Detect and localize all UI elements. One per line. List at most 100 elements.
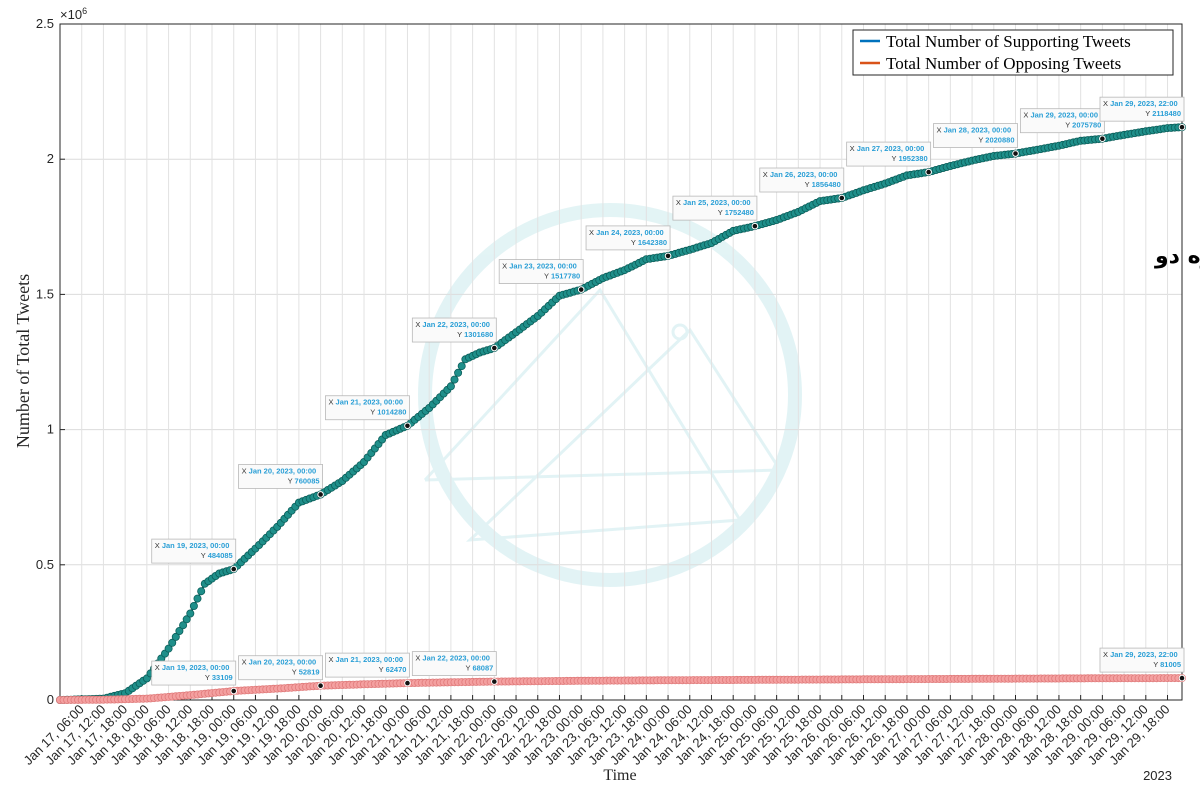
legend-entry-supporting: Total Number of Supporting Tweets xyxy=(886,32,1131,51)
datatip-marker xyxy=(404,422,411,430)
datatip-y-label: Y 1752480 xyxy=(718,208,754,217)
datatip-marker xyxy=(664,252,672,260)
datatip-marker xyxy=(1178,123,1186,131)
datatip-box xyxy=(672,195,758,221)
watermark-logo xyxy=(418,203,802,587)
y-exponent-label: ×106 xyxy=(60,6,87,22)
datatip-marker xyxy=(317,491,324,498)
datatip: X Jan 27, 2023, 00:00Y 1952380 xyxy=(846,141,932,176)
datatip-x-label: X Jan 19, 2023, 00:00 xyxy=(155,541,230,550)
series-point xyxy=(168,638,177,647)
datatip-box xyxy=(151,538,237,564)
datatip: X Jan 20, 2023, 00:00Y 760085 xyxy=(238,464,324,498)
datatip-marker xyxy=(404,679,411,687)
datatip: X Jan 22, 2023, 00:00Y 68087 xyxy=(411,651,498,685)
datatip-marker xyxy=(491,678,498,685)
series-point xyxy=(454,368,463,377)
datatip-box xyxy=(585,225,671,251)
series-point xyxy=(450,375,459,384)
series-point xyxy=(457,362,466,371)
datatip-box xyxy=(411,651,497,676)
datatip-box xyxy=(325,652,410,678)
datatip-y-label: Y 1856480 xyxy=(805,180,841,189)
datatip: X Jan 19, 2023, 00:00Y 33109 xyxy=(151,660,238,695)
series-point xyxy=(175,627,184,636)
datatip-marker xyxy=(838,194,846,202)
datatip-x-label: X Jan 21, 2023, 00:00 xyxy=(328,655,403,664)
datatip-y-label: Y 1517780 xyxy=(544,272,580,281)
datatip-x-label: X Jan 29, 2023, 22:00 xyxy=(1103,99,1178,108)
datatip-x-label: X Jan 20, 2023, 00:00 xyxy=(242,658,317,667)
datatip-box xyxy=(151,660,237,686)
datatip: X Jan 26, 2023, 00:00Y 1856480 xyxy=(759,167,846,202)
datatip-y-label: Y 2118480 xyxy=(1145,109,1181,118)
datatip-y-label: Y 33109 xyxy=(205,673,233,682)
datatip: X Jan 29, 2023, 22:00Y 81005 xyxy=(1099,647,1186,682)
datatip-y-label: Y 62470 xyxy=(379,665,407,674)
datatip-box xyxy=(1099,647,1185,673)
y-axis: 0 0.5 1 1.5 2 2.5 xyxy=(36,16,65,707)
datatip-marker xyxy=(491,344,498,352)
datatip-x-label: X Jan 22, 2023, 00:00 xyxy=(415,654,490,663)
datatip-marker xyxy=(1178,674,1186,682)
y-tick-label: 0.5 xyxy=(36,557,54,572)
datatip-x-label: X Jan 26, 2023, 00:00 xyxy=(763,170,838,179)
datatip-y-label: Y 81005 xyxy=(1153,660,1181,669)
datatip-y-label: Y 1642380 xyxy=(631,238,667,247)
datatip-y-label: Y 1301680 xyxy=(457,330,493,339)
series-point xyxy=(186,609,195,618)
datatip-y-label: Y 1952380 xyxy=(891,154,927,163)
legend: Total Number of Supporting Tweets Total … xyxy=(852,29,1174,76)
datatip-y-label: Y 484085 xyxy=(201,551,233,560)
datatip-x-label: X Jan 27, 2023, 00:00 xyxy=(850,144,925,153)
y-tick-label: 1 xyxy=(47,422,54,437)
datatip-marker xyxy=(925,168,932,176)
datatip-y-label: Y 1014280 xyxy=(370,408,406,417)
datatip-box xyxy=(238,655,323,681)
datatip: X Jan 29, 2023, 22:00Y 2118480 xyxy=(1099,96,1186,131)
datatip-box xyxy=(933,123,1018,148)
datatip: X Jan 22, 2023, 00:00Y 1301680 xyxy=(411,317,498,352)
datatip-x-label: X Jan 25, 2023, 00:00 xyxy=(676,198,751,207)
legend-entry-opposing: Total Number of Opposing Tweets xyxy=(886,54,1121,73)
datatip: X Jan 20, 2023, 00:00Y 52819 xyxy=(238,655,324,690)
datatip-box xyxy=(846,141,932,167)
datatip: X Jan 28, 2023, 00:00Y 2020880 xyxy=(933,123,1019,157)
datatip-marker xyxy=(230,687,238,695)
datatip-marker xyxy=(1099,135,1106,143)
datatip-box xyxy=(325,395,410,421)
datatip-marker xyxy=(751,222,759,230)
legend-box xyxy=(852,29,1174,76)
datatip-box xyxy=(498,259,584,284)
y-axis-label: Number of Total Tweets xyxy=(13,274,33,448)
x-axis-year-label: 2023 xyxy=(1143,768,1172,783)
series-point xyxy=(179,621,188,630)
y-tick-label: 0 xyxy=(47,692,54,707)
datatip-x-label: X Jan 28, 2023, 00:00 xyxy=(937,126,1012,135)
figure-annotation: شکل شماره دو xyxy=(1154,244,1200,269)
datatip-marker xyxy=(317,682,324,690)
y-tick-label: 2.5 xyxy=(36,16,54,31)
datatip: X Jan 19, 2023, 00:00Y 484085 xyxy=(151,538,238,573)
series-point xyxy=(182,615,191,624)
datatip: X Jan 24, 2023, 00:00Y 1642380 xyxy=(585,225,672,260)
datatip-x-label: X Jan 29, 2023, 00:00 xyxy=(1023,111,1098,120)
x-axis-label: Time xyxy=(603,767,636,784)
series-point xyxy=(171,632,180,641)
datatip: X Jan 25, 2023, 00:00Y 1752480 xyxy=(672,195,759,230)
y-tick-label: 1.5 xyxy=(36,286,54,301)
datatip-x-label: X Jan 24, 2023, 00:00 xyxy=(589,228,664,237)
datatip-y-label: Y 52819 xyxy=(292,668,320,677)
datatip-x-label: X Jan 19, 2023, 00:00 xyxy=(155,663,230,672)
datatip-box xyxy=(1099,96,1185,122)
datatip-marker xyxy=(1012,150,1019,157)
series-point xyxy=(197,587,206,596)
datatip-y-label: Y 68087 xyxy=(466,664,494,673)
datatip: X Jan 21, 2023, 00:00Y 62470 xyxy=(325,652,411,687)
datatip-box xyxy=(759,167,845,193)
datatip-marker xyxy=(577,286,585,293)
datatip-x-label: X Jan 20, 2023, 00:00 xyxy=(242,466,317,475)
